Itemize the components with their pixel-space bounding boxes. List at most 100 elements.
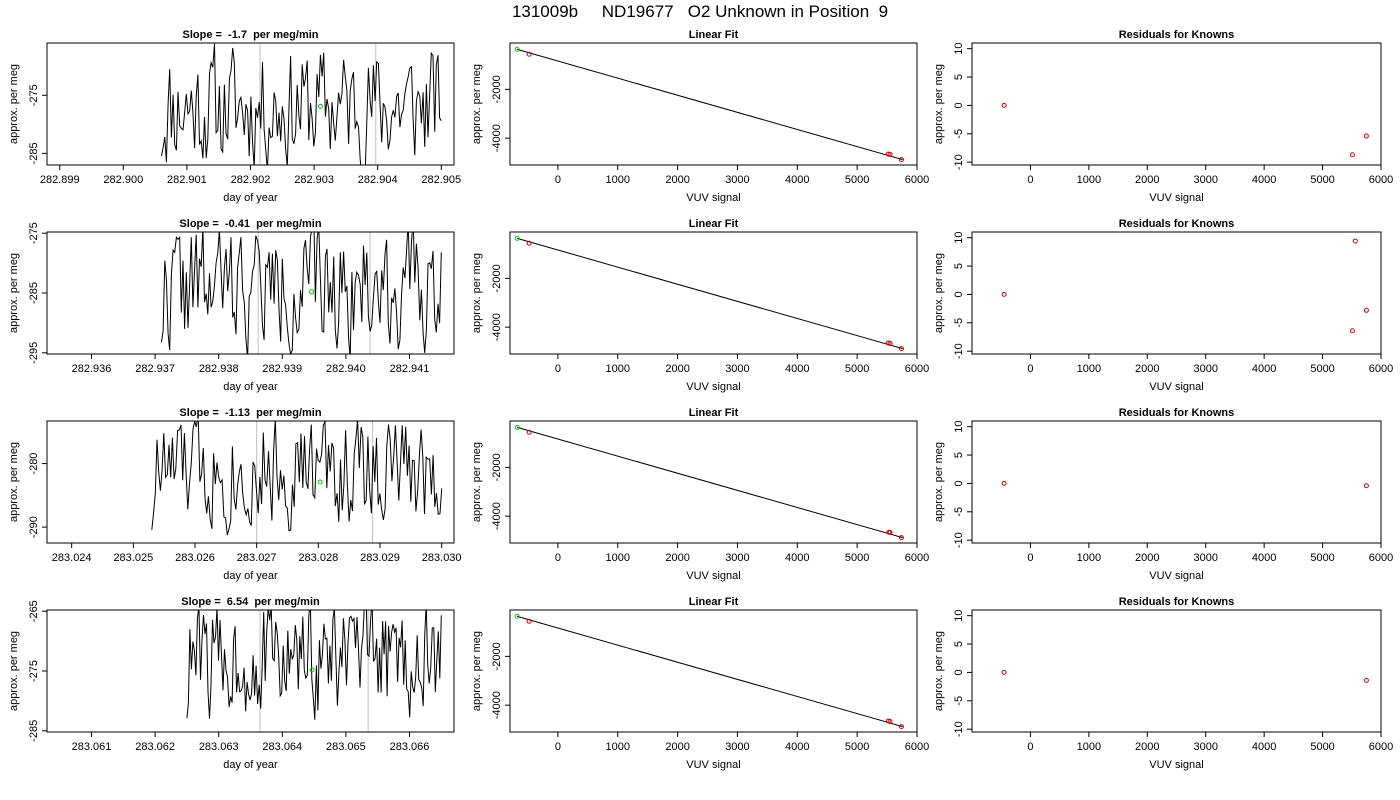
signal-trace (161, 232, 442, 354)
x-tick-label: 3000 (725, 741, 749, 753)
known-point (898, 535, 904, 541)
known-point (898, 724, 904, 730)
plot-frame (46, 609, 455, 733)
plot-area (514, 46, 904, 163)
y-tick-label: -2000 (491, 642, 503, 670)
known-point (898, 346, 904, 352)
y-tick-label: -285 (28, 142, 40, 164)
y-axis-label: approx. per meg (471, 631, 483, 711)
x-tick-label: 282.936 (72, 363, 112, 375)
x-tick-label: 5000 (845, 363, 869, 375)
y-tick-label: 5 (953, 74, 965, 80)
x-tick-label: 0 (1027, 363, 1033, 375)
y-tick-label: -10 (953, 721, 965, 737)
chart-panel: 283.024 283.025 283.026 283.027 283.028 283.0… (8, 407, 462, 582)
x-tick-label: 4000 (785, 741, 809, 753)
x-tick-label: 3000 (725, 552, 749, 564)
chart-panel: 0 1000 2000 3000 4000 5000 6000 -2000 -4000 Linea… (471, 218, 929, 393)
known-point (1001, 102, 1007, 108)
unknown-point (317, 479, 323, 485)
y-tick-label: 10 (953, 421, 965, 433)
unknown-point (514, 613, 520, 619)
unknown-point (309, 289, 315, 295)
x-tick-label: 1000 (1077, 741, 1101, 753)
known-point (1001, 480, 1007, 486)
known-point (1363, 307, 1369, 313)
signal-trace (161, 43, 442, 165)
y-tick-label: -4000 (491, 313, 503, 341)
x-tick-label: 283.025 (113, 552, 153, 564)
x-axis-label: VUV signal (1149, 759, 1203, 771)
chart-panel: 0 1000 2000 3000 4000 5000 6000 -2000 -4000 Linea… (471, 29, 929, 204)
x-tick-label: 283.062 (135, 741, 175, 753)
x-axis-label: VUV signal (1149, 192, 1203, 204)
x-tick-label: 282.941 (390, 363, 430, 375)
x-tick-label: 2000 (665, 363, 689, 375)
known-point (1352, 238, 1358, 244)
y-axis-label: approx. per meg (471, 64, 483, 144)
x-tick-label: 4000 (785, 363, 809, 375)
y-tick-label: -2000 (491, 264, 503, 292)
page-title: 131009b ND19677 O2 Unknown in Position 9 (511, 2, 889, 21)
x-axis-label: VUV signal (1149, 381, 1203, 393)
y-axis-label: approx. per meg (471, 253, 483, 333)
panel-title: Residuals for Knowns (1119, 218, 1235, 230)
panel-title: Linear Fit (689, 596, 739, 608)
known-point (1363, 133, 1369, 139)
y-axis-label: approx. per meg (933, 64, 945, 144)
y-tick-label: -10 (953, 154, 965, 170)
x-axis-label: day of year (223, 381, 278, 393)
signal-trace (151, 421, 443, 536)
fit-line (517, 426, 903, 539)
fit-line (517, 615, 903, 728)
x-tick-label: 2000 (1135, 174, 1159, 186)
x-tick-label: 283.065 (326, 741, 366, 753)
y-tick-label: -5 (953, 129, 965, 139)
y-tick-label: -285 (28, 720, 40, 742)
unknown-point (514, 424, 520, 430)
x-tick-label: 3000 (1193, 363, 1217, 375)
chart-panel: 0 1000 2000 3000 4000 5000 6000 10 5 0 -5 -10 Residu… (933, 218, 1393, 393)
x-tick-label: 4000 (1252, 741, 1276, 753)
plot-frame (509, 609, 918, 733)
panel-title: Linear Fit (689, 407, 739, 419)
x-tick-label: 283.030 (422, 552, 462, 564)
x-tick-label: 283.061 (72, 741, 112, 753)
x-tick-label: 283.024 (52, 552, 92, 564)
y-tick-label: 10 (953, 610, 965, 622)
x-tick-label: 0 (1027, 741, 1033, 753)
x-tick-label: 5000 (1310, 363, 1334, 375)
x-axis-label: VUV signal (686, 759, 740, 771)
known-point (887, 152, 893, 158)
x-axis-label: VUV signal (1149, 570, 1203, 582)
plot-frame (971, 420, 1382, 544)
x-tick-label: 283.029 (360, 552, 400, 564)
x-tick-label: 6000 (905, 174, 929, 186)
x-tick-label: 5000 (1310, 174, 1334, 186)
x-tick-label: 3000 (1193, 552, 1217, 564)
y-tick-label: -280 (28, 453, 40, 475)
y-axis-label: approx. per meg (933, 442, 945, 522)
y-axis-label: approx. per meg (8, 64, 20, 144)
y-tick-label: 0 (953, 669, 965, 675)
x-tick-label: 2000 (1135, 363, 1159, 375)
x-tick-label: 5000 (845, 174, 869, 186)
y-tick-label: 10 (953, 232, 965, 244)
x-tick-label: 283.027 (237, 552, 277, 564)
x-tick-label: 3000 (1193, 741, 1217, 753)
x-tick-label: 282.940 (326, 363, 366, 375)
x-axis-label: VUV signal (686, 570, 740, 582)
y-tick-label: 0 (953, 480, 965, 486)
panel-title: Residuals for Knowns (1119, 596, 1235, 608)
x-tick-label: 282.902 (231, 174, 271, 186)
unknown-point (514, 235, 520, 241)
known-point (1001, 291, 1007, 297)
fit-line (517, 237, 903, 350)
panel-title: Residuals for Knowns (1119, 407, 1235, 419)
y-tick-label: -5 (953, 507, 965, 517)
x-tick-label: 1000 (605, 174, 629, 186)
x-tick-label: 6000 (1369, 174, 1393, 186)
x-tick-label: 2000 (665, 174, 689, 186)
x-axis-label: day of year (223, 570, 278, 582)
panel-title: Linear Fit (689, 29, 739, 41)
